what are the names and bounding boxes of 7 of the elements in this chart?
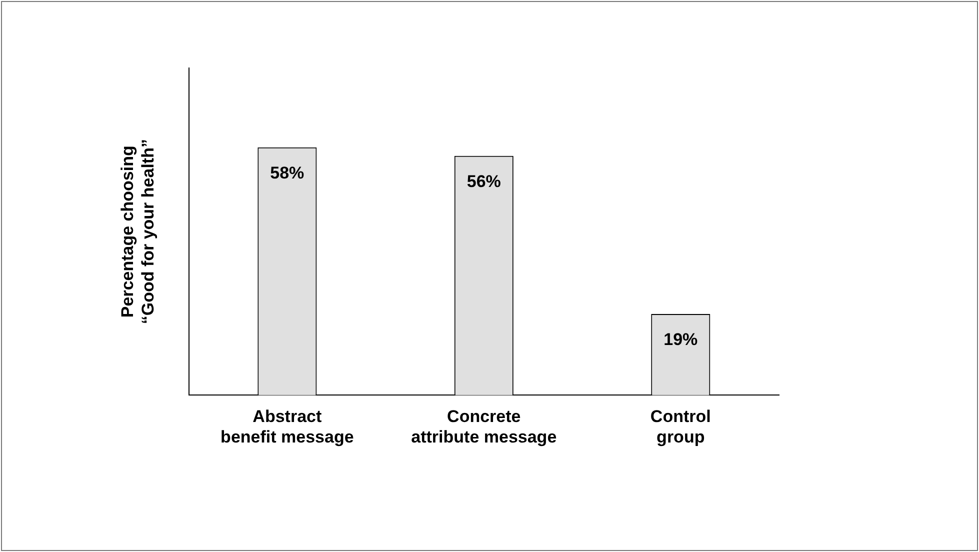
x-tick-label: Abstract benefit message — [220, 407, 354, 446]
data-label: 19% — [664, 330, 698, 350]
data-label: 56% — [466, 172, 501, 192]
x-tick-label: Control group — [650, 407, 711, 446]
data-label: 58% — [270, 164, 304, 183]
x-tick-label: Concrete attribute message — [411, 407, 557, 446]
y-axis-title: Percentage choosing “Good for your health” — [118, 139, 158, 324]
